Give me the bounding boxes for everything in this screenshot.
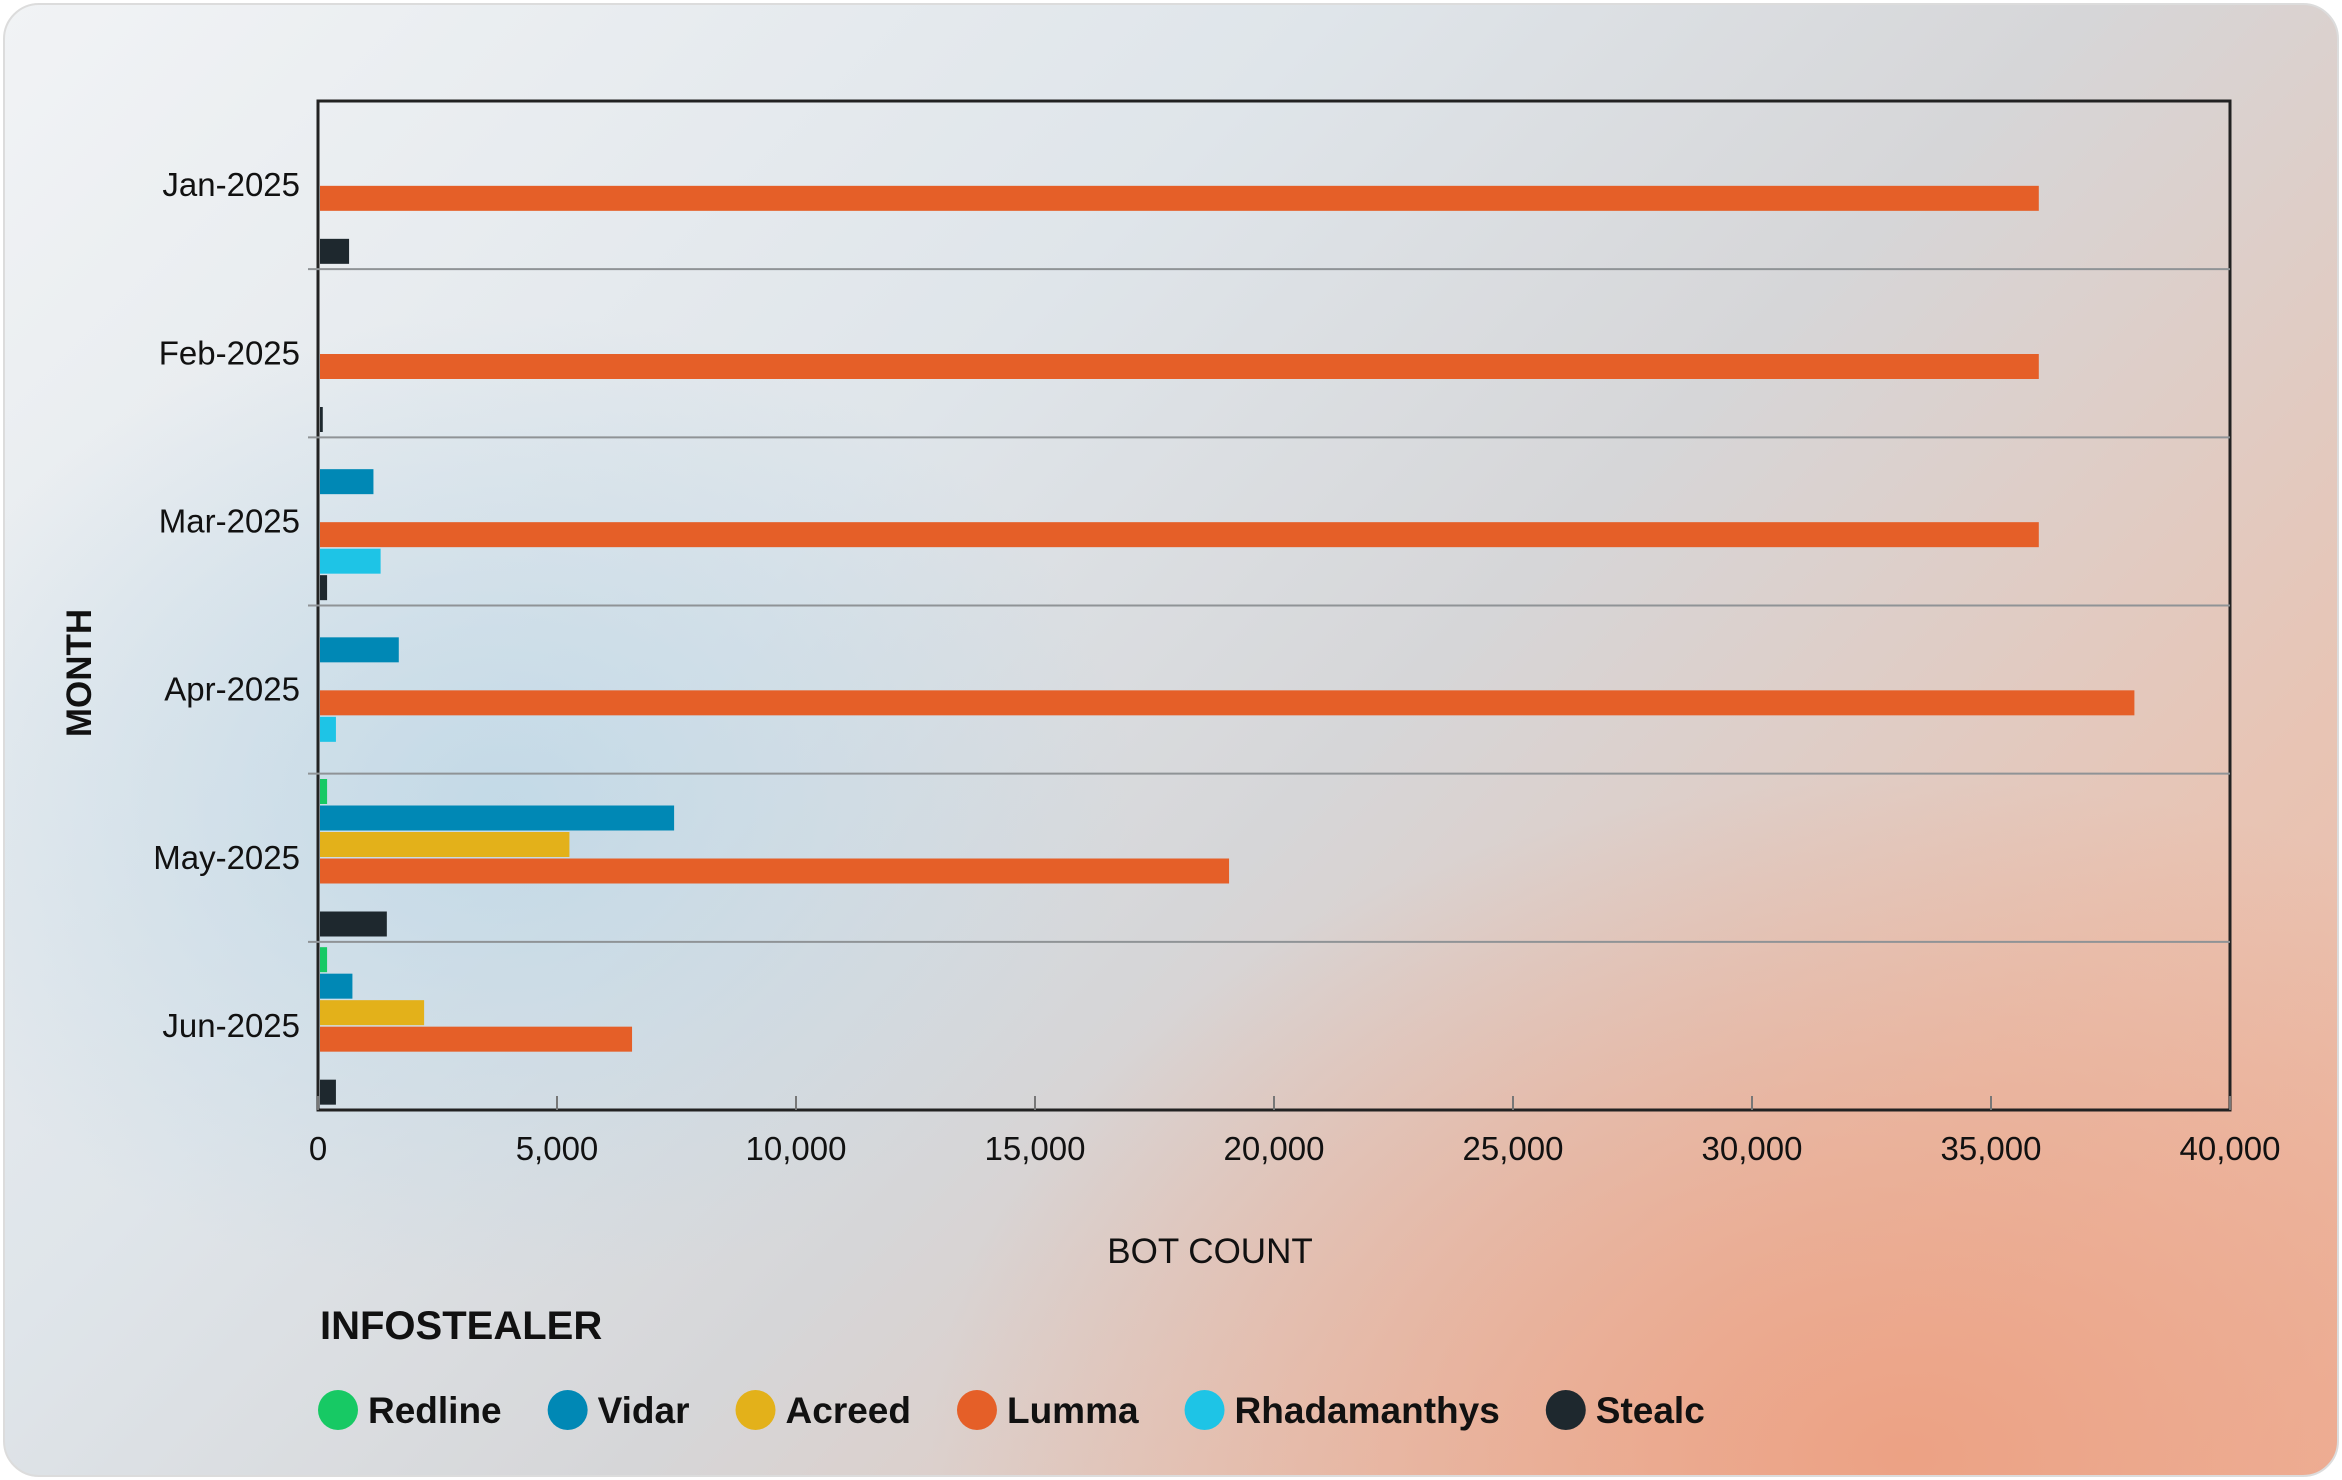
bar-lumma-jan-2025: [320, 185, 2039, 211]
legend-item-lumma: Lumma: [1007, 1390, 1139, 1431]
x-tick-label: 40,000: [2180, 1130, 2281, 1167]
x-tick-label: 5,000: [516, 1130, 599, 1167]
bar-redline-jun-2025: [320, 947, 328, 973]
legend-swatch-acreed: [735, 1390, 776, 1430]
legend-swatch-rhadamanthys: [1184, 1390, 1225, 1430]
legend-title: INFOSTEALER: [320, 1304, 602, 1348]
legend-item-redline: Redline: [368, 1390, 502, 1431]
bar-vidar-jun-2025: [320, 973, 353, 999]
bar-acreed-jun-2025: [320, 1000, 425, 1026]
chart-card: Jan-2025 Feb-2025 Mar-2025 Apr-2025 May-2025…: [3, 3, 2339, 1477]
x-tick-label: 10,000: [746, 1130, 847, 1167]
x-tick-label: 35,000: [1941, 1130, 2042, 1167]
bar-lumma-may-2025: [320, 858, 1230, 884]
x-axis-title: BOT COUNT: [1107, 1232, 1312, 1271]
x-tick-label: 20,000: [1224, 1130, 1325, 1167]
bar-lumma-apr-2025: [320, 690, 2135, 716]
bar-stealc-feb-2025: [320, 407, 323, 432]
bar-stealc-jan-2025: [320, 238, 350, 264]
bar-chart: Jan-2025 Feb-2025 Mar-2025 Apr-2025 May-2025…: [60, 99, 2281, 1431]
bar-stealc-mar-2025: [320, 575, 328, 601]
bar-acreed-may-2025: [320, 832, 570, 857]
bar-lumma-jun-2025: [320, 1026, 633, 1052]
y-tick-label: Jun-2025: [162, 1007, 300, 1044]
legend-swatch-redline: [318, 1390, 358, 1430]
bar-rhadamanthys-mar-2025: [320, 548, 381, 574]
x-tick-label: 15,000: [985, 1130, 1086, 1167]
x-tick-label: 25,000: [1463, 1130, 1564, 1167]
bar-vidar-mar-2025: [320, 469, 374, 495]
y-tick-label: Mar-2025: [159, 502, 300, 539]
y-tick-label: Apr-2025: [164, 671, 300, 708]
bar-stealc-jun-2025: [320, 1079, 336, 1105]
legend-swatch-stealc: [1545, 1390, 1586, 1430]
y-tick-label: May-2025: [153, 839, 300, 876]
bar-rhadamanthys-apr-2025: [320, 716, 336, 742]
bar-vidar-may-2025: [320, 805, 675, 831]
bar-lumma-mar-2025: [320, 522, 2039, 548]
x-tick-label: 0: [309, 1130, 327, 1167]
legend-item-stealc: Stealc: [1596, 1390, 1705, 1431]
bar-lumma-feb-2025: [320, 354, 2039, 379]
y-axis-title: MONTH: [60, 609, 99, 737]
y-tick-label: Jan-2025: [162, 166, 300, 203]
legend-swatch-lumma: [956, 1390, 997, 1430]
y-tick-label: Feb-2025: [159, 334, 300, 371]
legend-item-vidar: Vidar: [598, 1390, 690, 1431]
legend-item-rhadamanthys: Rhadamanthys: [1235, 1390, 1500, 1431]
x-tick-label: 30,000: [1702, 1130, 1803, 1167]
legend-item-acreed: Acreed: [786, 1390, 911, 1431]
bar-vidar-apr-2025: [320, 637, 399, 663]
legend-swatch-vidar: [547, 1390, 588, 1430]
bar-redline-may-2025: [320, 779, 328, 804]
bar-stealc-may-2025: [320, 911, 387, 937]
